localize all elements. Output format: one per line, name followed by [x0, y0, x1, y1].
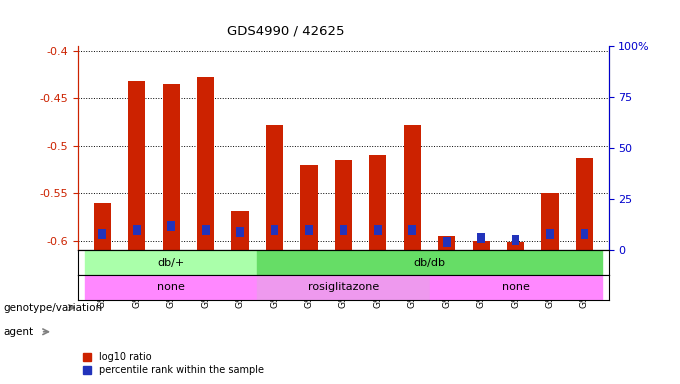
- Bar: [163, 84, 180, 250]
- Bar: [257, 250, 602, 275]
- Bar: [339, 225, 347, 235]
- Bar: [94, 203, 111, 250]
- Bar: [128, 81, 146, 250]
- Bar: [581, 229, 588, 239]
- Text: GDS4990 / 42625: GDS4990 / 42625: [227, 25, 344, 38]
- Bar: [236, 227, 244, 237]
- Bar: [257, 275, 430, 300]
- Bar: [271, 225, 278, 235]
- Bar: [546, 229, 554, 239]
- Bar: [85, 275, 257, 300]
- Bar: [202, 225, 209, 235]
- Text: genotype/variation: genotype/variation: [3, 303, 103, 313]
- Bar: [507, 242, 524, 250]
- Text: agent: agent: [3, 327, 33, 337]
- Bar: [404, 125, 421, 250]
- Bar: [167, 221, 175, 231]
- Bar: [443, 237, 451, 247]
- Text: rosiglitazone: rosiglitazone: [308, 282, 379, 292]
- Text: db/db: db/db: [413, 258, 445, 268]
- Bar: [231, 210, 249, 250]
- Bar: [430, 275, 602, 300]
- Bar: [512, 235, 520, 245]
- Bar: [369, 156, 386, 250]
- Bar: [576, 158, 593, 250]
- Bar: [409, 225, 416, 235]
- Bar: [85, 250, 257, 275]
- Bar: [133, 225, 141, 235]
- Bar: [197, 78, 214, 250]
- Bar: [99, 229, 106, 239]
- Bar: [541, 194, 559, 250]
- Text: db/+: db/+: [158, 258, 185, 268]
- Legend: log10 ratio, percentile rank within the sample: log10 ratio, percentile rank within the …: [83, 353, 264, 375]
- Bar: [301, 165, 318, 250]
- Bar: [305, 225, 313, 235]
- Bar: [473, 241, 490, 250]
- Bar: [374, 225, 381, 235]
- Text: none: none: [502, 282, 530, 292]
- Text: none: none: [157, 282, 185, 292]
- Bar: [438, 236, 456, 250]
- Bar: [266, 125, 283, 250]
- Bar: [477, 233, 485, 243]
- Bar: [335, 160, 352, 250]
